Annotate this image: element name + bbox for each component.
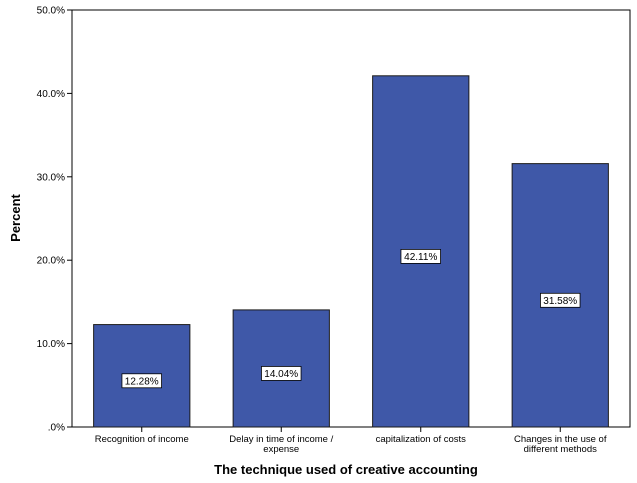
y-tick-label: 20.0% — [37, 256, 65, 267]
x-tick-label: Recognition of income — [95, 434, 189, 445]
value-label-box — [121, 373, 162, 389]
value-label-text: 42.11% — [404, 252, 437, 263]
value-label-box — [540, 292, 581, 308]
value-label-box — [261, 366, 302, 381]
value-label: 31.58% — [540, 292, 581, 308]
x-axis-ticks: Recognition of income Delay in time of in… — [95, 427, 607, 455]
value-label-text: 31.58% — [543, 296, 577, 307]
y-tick-label: 30.0% — [37, 172, 65, 183]
x-tick-label: Changes in the use of different methods — [514, 434, 607, 455]
value-labels: 12.28% 14.04% 42.11% 31.58% — [121, 249, 581, 389]
y-axis-ticks: .0% 10.0% 20.0% 30.0% 40.0% 50.0% — [37, 6, 72, 434]
x-axis-label: The technique used of creative accountin… — [214, 462, 478, 477]
x-tick-label: capitalization of costs — [376, 434, 467, 445]
y-tick-label: 40.0% — [37, 89, 65, 100]
value-label: 14.04% — [261, 366, 302, 381]
value-label-text: 12.28% — [125, 376, 159, 387]
x-tick-label: Delay in time of income / expense — [229, 434, 333, 455]
value-label: 12.28% — [121, 373, 162, 389]
y-axis-label: Percent — [8, 193, 23, 241]
value-label-box — [400, 249, 441, 264]
value-label-text: 14.04% — [264, 369, 298, 380]
y-tick-label: 10.0% — [37, 339, 65, 350]
y-tick-label: .0% — [48, 423, 65, 434]
value-label: 42.11% — [400, 249, 441, 264]
y-tick-label: 50.0% — [37, 6, 65, 17]
bars — [93, 75, 609, 428]
